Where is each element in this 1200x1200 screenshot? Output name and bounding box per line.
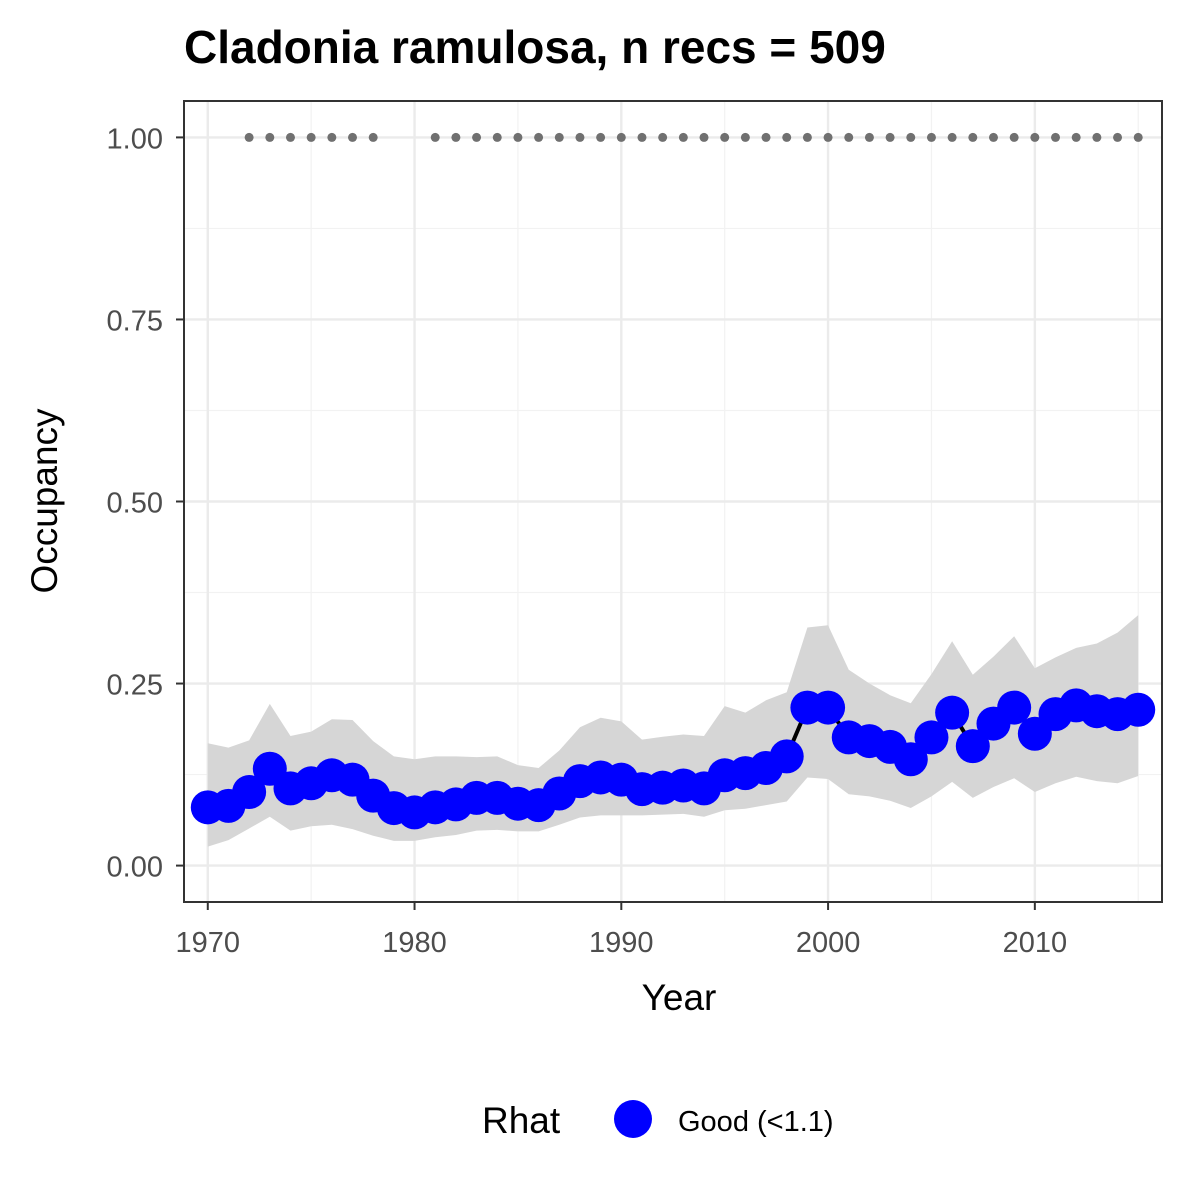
record-dot [823, 132, 833, 142]
record-dot [430, 132, 440, 142]
record-dot [513, 132, 523, 142]
x-tick-label: 2010 [1003, 927, 1068, 959]
record-dot [678, 132, 688, 142]
record-dot [947, 132, 957, 142]
data-point [935, 695, 970, 730]
record-dot [658, 132, 668, 142]
x-tick-label: 1970 [176, 927, 241, 959]
x-axis: 1970 1980 1990 2000 2010 [176, 902, 1068, 959]
record-dot [1133, 132, 1143, 142]
record-dot [1092, 132, 1102, 142]
x-tick-label: 2000 [796, 927, 861, 959]
legend-label-good: Good (<1.1) [678, 1106, 834, 1138]
record-dot [926, 132, 936, 142]
record-dot [906, 132, 916, 142]
data-point [769, 739, 804, 774]
x-axis-label: Year [642, 977, 717, 1018]
record-dot [782, 132, 792, 142]
record-dot [699, 132, 709, 142]
record-dot [1030, 132, 1040, 142]
y-tick-label: 0.25 [107, 670, 163, 702]
record-dot [761, 132, 771, 142]
record-dot [616, 132, 626, 142]
record-dot [472, 132, 482, 142]
data-point [893, 742, 928, 777]
record-dots-layer [244, 132, 1143, 142]
record-dot [740, 132, 750, 142]
record-dot [327, 132, 337, 142]
y-tick-label: 0.75 [107, 305, 163, 337]
record-dot [1113, 132, 1123, 142]
record-dot [720, 132, 730, 142]
record-dot [368, 132, 378, 142]
data-point [1121, 692, 1156, 727]
record-dot [244, 132, 254, 142]
data-points-layer [190, 688, 1156, 830]
y-tick-label: 1.00 [107, 123, 163, 155]
record-dot [864, 132, 874, 142]
record-dot [596, 132, 606, 142]
y-axis-label: Occupancy [24, 408, 65, 594]
record-dot [802, 132, 812, 142]
record-dot [554, 132, 564, 142]
record-dot [885, 132, 895, 142]
record-dot [306, 132, 316, 142]
data-point [955, 729, 990, 764]
confidence-band-layer [207, 615, 1139, 847]
data-point [914, 720, 949, 755]
data-point [997, 690, 1032, 725]
record-dot [348, 132, 358, 142]
record-dot [988, 132, 998, 142]
y-tick-label: 0.50 [107, 488, 163, 520]
legend: Rhat Good (<1.1) [482, 1100, 834, 1141]
x-tick-label: 1990 [589, 927, 654, 959]
record-dot [492, 132, 502, 142]
record-dot [575, 132, 585, 142]
chart-title: Cladonia ramulosa, n recs = 509 [184, 21, 886, 73]
record-dot [265, 132, 275, 142]
y-tick-label: 0.00 [107, 852, 163, 884]
record-dot [1009, 132, 1019, 142]
y-axis: 0.00 0.25 0.50 0.75 1.00 [107, 123, 184, 884]
record-dot [285, 132, 295, 142]
legend-title: Rhat [482, 1100, 561, 1141]
legend-key-good [614, 1100, 652, 1138]
record-dot [968, 132, 978, 142]
record-dot [1071, 132, 1081, 142]
x-tick-label: 1980 [382, 927, 447, 959]
data-point [232, 775, 267, 810]
confidence-band [207, 615, 1139, 847]
record-dot [451, 132, 461, 142]
data-point [811, 690, 846, 725]
record-dot [844, 132, 854, 142]
record-dot [637, 132, 647, 142]
record-dot [1051, 132, 1061, 142]
record-dot [534, 132, 544, 142]
